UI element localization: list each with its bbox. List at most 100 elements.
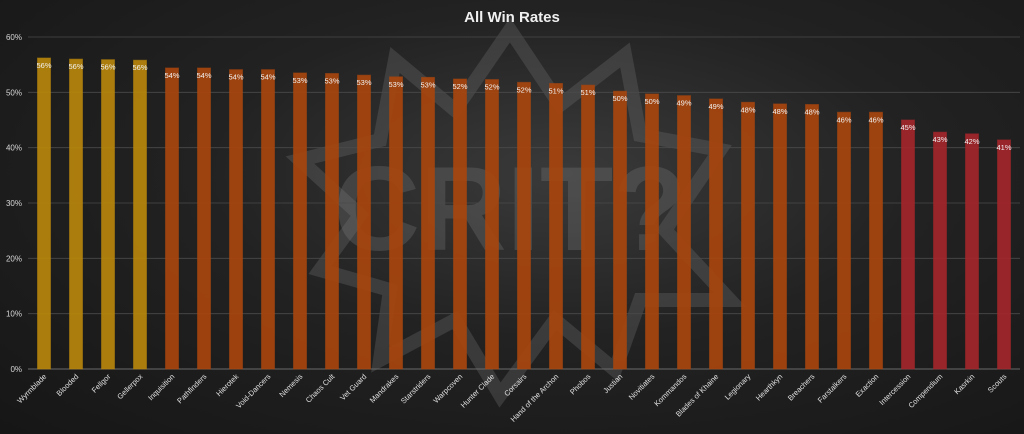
x-tick-label: Compendium — [907, 372, 945, 410]
x-tick-label: Warpcoven — [431, 372, 464, 405]
data-label: 51% — [548, 86, 563, 95]
x-tick-label: Legionary — [723, 372, 753, 402]
bar — [453, 78, 467, 370]
bar — [965, 133, 979, 370]
data-label: 45% — [900, 123, 915, 132]
data-label: 54% — [164, 71, 179, 80]
data-label: 48% — [772, 107, 787, 116]
bar — [421, 76, 435, 370]
data-label: 53% — [356, 78, 371, 87]
data-label: 56% — [36, 61, 51, 70]
x-tick-label: Mandrakes — [368, 372, 401, 405]
bar — [357, 74, 371, 370]
data-label: 46% — [868, 115, 883, 124]
data-label: 56% — [132, 63, 147, 72]
data-label: 56% — [100, 63, 115, 72]
x-tick-label: Gellerpox — [115, 372, 144, 401]
bar — [709, 98, 723, 370]
bar — [229, 69, 243, 370]
data-label: 48% — [804, 108, 819, 117]
data-label: 50% — [612, 94, 627, 103]
data-label: 46% — [836, 115, 851, 124]
x-tick-label: Blooded — [55, 372, 81, 398]
data-label: 49% — [676, 99, 691, 108]
x-tick-label: Chaos Cult — [304, 371, 337, 404]
x-tick-label: Fellgor — [90, 372, 113, 395]
bar — [837, 111, 851, 370]
bar — [325, 73, 339, 370]
x-tick-label: Wyrmblade — [15, 372, 48, 405]
bar — [261, 69, 275, 370]
x-tick-label: Nemesis — [277, 372, 304, 399]
bar — [197, 67, 211, 370]
data-label: 53% — [388, 80, 403, 89]
bar — [133, 59, 147, 370]
data-label: 42% — [964, 137, 979, 146]
data-label: 53% — [292, 76, 307, 85]
data-labels-layer: 56% 56% 56% 56% 54% 54% 54% 54% 53% 53% 53% 53% 53% 5… — [36, 61, 1011, 152]
data-label: 41% — [996, 143, 1011, 152]
x-tick-label: Void-Dancers — [234, 372, 272, 410]
bar — [741, 101, 755, 370]
x-tick-label: Hierotek — [214, 372, 240, 398]
y-axis-ticks: 0% 10% 20% 30% 40% 50% 60% — [6, 33, 22, 374]
x-tick-label: Phobos — [568, 372, 593, 397]
y-tick-label: 50% — [6, 88, 22, 97]
bar — [389, 76, 403, 370]
y-tick-label: 20% — [6, 254, 22, 263]
x-tick-label: Vet Guard — [338, 372, 368, 402]
data-label: 52% — [452, 82, 467, 91]
bar — [101, 59, 115, 370]
bars-layer — [37, 57, 1011, 370]
x-tick-label: Inquisition — [146, 372, 176, 402]
y-tick-label: 60% — [6, 33, 22, 42]
y-tick-label: 10% — [6, 310, 22, 319]
data-label: 54% — [260, 73, 275, 82]
bar — [293, 72, 307, 370]
bar — [165, 67, 179, 370]
bar — [901, 119, 915, 370]
bar — [645, 93, 659, 370]
bar — [485, 79, 499, 370]
y-tick-label: 30% — [6, 199, 22, 208]
watermark-text: CRIT? — [333, 142, 686, 276]
bar — [613, 90, 627, 370]
data-label: 43% — [932, 135, 947, 144]
x-tick-label: Starstriders — [399, 372, 433, 406]
bar — [581, 84, 595, 370]
x-tick-label: Breachers — [786, 372, 817, 403]
x-tick-label: Hearthkyn — [754, 372, 785, 403]
bar — [69, 58, 83, 370]
y-tick-label: 0% — [10, 365, 22, 374]
data-label: 52% — [516, 85, 531, 94]
data-label: 51% — [580, 88, 595, 97]
bar — [517, 81, 531, 370]
bar — [677, 95, 691, 370]
data-label: 54% — [196, 71, 211, 80]
data-label: 50% — [644, 97, 659, 106]
bar — [933, 131, 947, 370]
data-label: 53% — [420, 80, 435, 89]
data-label: 54% — [228, 73, 243, 82]
bar — [549, 82, 563, 370]
data-label: 56% — [68, 62, 83, 71]
y-tick-label: 40% — [6, 144, 22, 153]
bar — [997, 139, 1011, 370]
x-tick-label: Kasrkin — [952, 372, 976, 396]
x-tick-label: Scouts — [986, 372, 1009, 395]
bar — [805, 104, 819, 370]
x-tick-label: Farstalkers — [816, 372, 849, 405]
data-label: 49% — [708, 102, 723, 111]
bar — [37, 57, 51, 370]
x-tick-label: Pathfinders — [175, 372, 208, 405]
x-tick-label: Novitiates — [627, 372, 657, 402]
x-tick-label: Exaction — [854, 372, 881, 399]
data-label: 53% — [324, 77, 339, 86]
bar — [869, 111, 883, 370]
data-label: 52% — [484, 83, 499, 92]
chart-title: All Win Rates — [464, 9, 560, 26]
data-label: 48% — [740, 105, 755, 114]
bar — [773, 103, 787, 370]
